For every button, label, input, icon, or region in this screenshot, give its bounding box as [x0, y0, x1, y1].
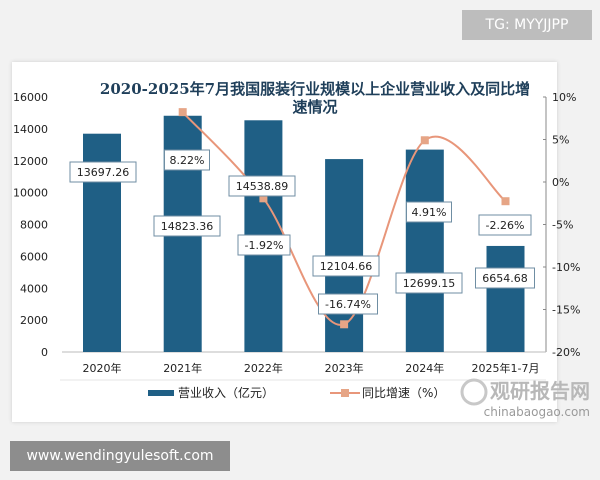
y-right-tick-label: 10%	[552, 91, 576, 104]
y-left-tick-label: 8000	[20, 219, 48, 232]
x-tick-label: 2021年	[163, 361, 202, 375]
bar-data-label: 6654.68	[482, 272, 528, 285]
line-data-label-box	[318, 293, 378, 315]
chart-title-line1: 2020-2025年7月我国服装行业规模以上企业营业收入及同比增	[100, 80, 530, 98]
watermark-logo-en: chinabaogao.com	[484, 405, 590, 419]
bar-data-label: 12699.15	[403, 277, 456, 290]
x-tick-label: 2020年	[83, 361, 122, 375]
y-left-tick-label: 10000	[13, 187, 48, 200]
bar-data-label: 14823.36	[161, 220, 214, 233]
y-left-tick-label: 4000	[20, 282, 48, 295]
line-marker	[259, 194, 268, 203]
y-right-tick-label: -5%	[552, 219, 573, 232]
bar-data-label-box	[475, 267, 535, 289]
line-marker	[178, 108, 187, 117]
bar-revenue	[405, 149, 444, 352]
line-marker	[340, 320, 349, 329]
line-data-label-box	[406, 201, 452, 223]
bar-data-label-box	[69, 161, 137, 183]
bar-data-label-box	[312, 255, 380, 277]
line-data-label: -2.26%	[486, 219, 525, 232]
legend-label-revenue: 营业收入（亿元）	[178, 385, 274, 400]
y-left-tick-label: 12000	[13, 155, 48, 168]
line-marker	[420, 136, 429, 145]
x-tick-label: 2022年	[244, 361, 283, 375]
line-marker	[501, 197, 510, 206]
bar-data-label-box	[228, 175, 296, 197]
watermark-logo-cn: 观研报告网	[490, 379, 590, 403]
watermark-logo-icon	[460, 378, 488, 406]
legend-swatch-revenue	[148, 390, 174, 396]
y-left-tick-label: 2000	[20, 314, 48, 327]
y-left-tick-label: 14000	[13, 123, 48, 136]
line-data-label-box	[164, 149, 210, 171]
line-data-label-box	[237, 234, 291, 256]
bar-data-label-box	[153, 215, 221, 237]
y-right-tick-label: 5%	[552, 134, 569, 147]
line-data-label-box	[478, 214, 532, 236]
y-right-tick-label: -20%	[552, 346, 580, 359]
y-left-tick-label: 0	[41, 346, 48, 359]
line-data-label: 4.91%	[412, 206, 447, 219]
chart-title-line2: 速情况	[292, 98, 337, 116]
bar-revenue	[486, 245, 525, 352]
line-data-label: -1.92%	[245, 239, 284, 252]
watermark-site: www.wendingyulesoft.com	[10, 441, 230, 471]
legend-marker-growth	[341, 389, 349, 397]
legend-label-growth: 同比增速（%）	[362, 386, 445, 400]
y-right-tick-label: -10%	[552, 261, 580, 274]
y-left-tick-label: 16000	[13, 91, 48, 104]
x-tick-label: 2023年	[325, 361, 364, 375]
bar-data-label: 14538.89	[236, 180, 289, 193]
line-data-label: -16.74%	[325, 298, 371, 311]
bar-data-label: 13697.26	[77, 166, 130, 179]
bar-data-label-box	[395, 272, 463, 294]
x-tick-label: 2024年	[405, 361, 444, 375]
y-left-tick-label: 6000	[20, 250, 48, 263]
bar-data-label: 12104.66	[320, 260, 373, 273]
watermark-tg: TG: MYYJJPP	[462, 10, 592, 40]
x-tick-label: 2025年1-7月	[472, 361, 540, 375]
line-data-label: 8.22%	[170, 154, 205, 167]
y-right-tick-label: 0%	[552, 176, 569, 189]
y-right-tick-label: -15%	[552, 304, 580, 317]
